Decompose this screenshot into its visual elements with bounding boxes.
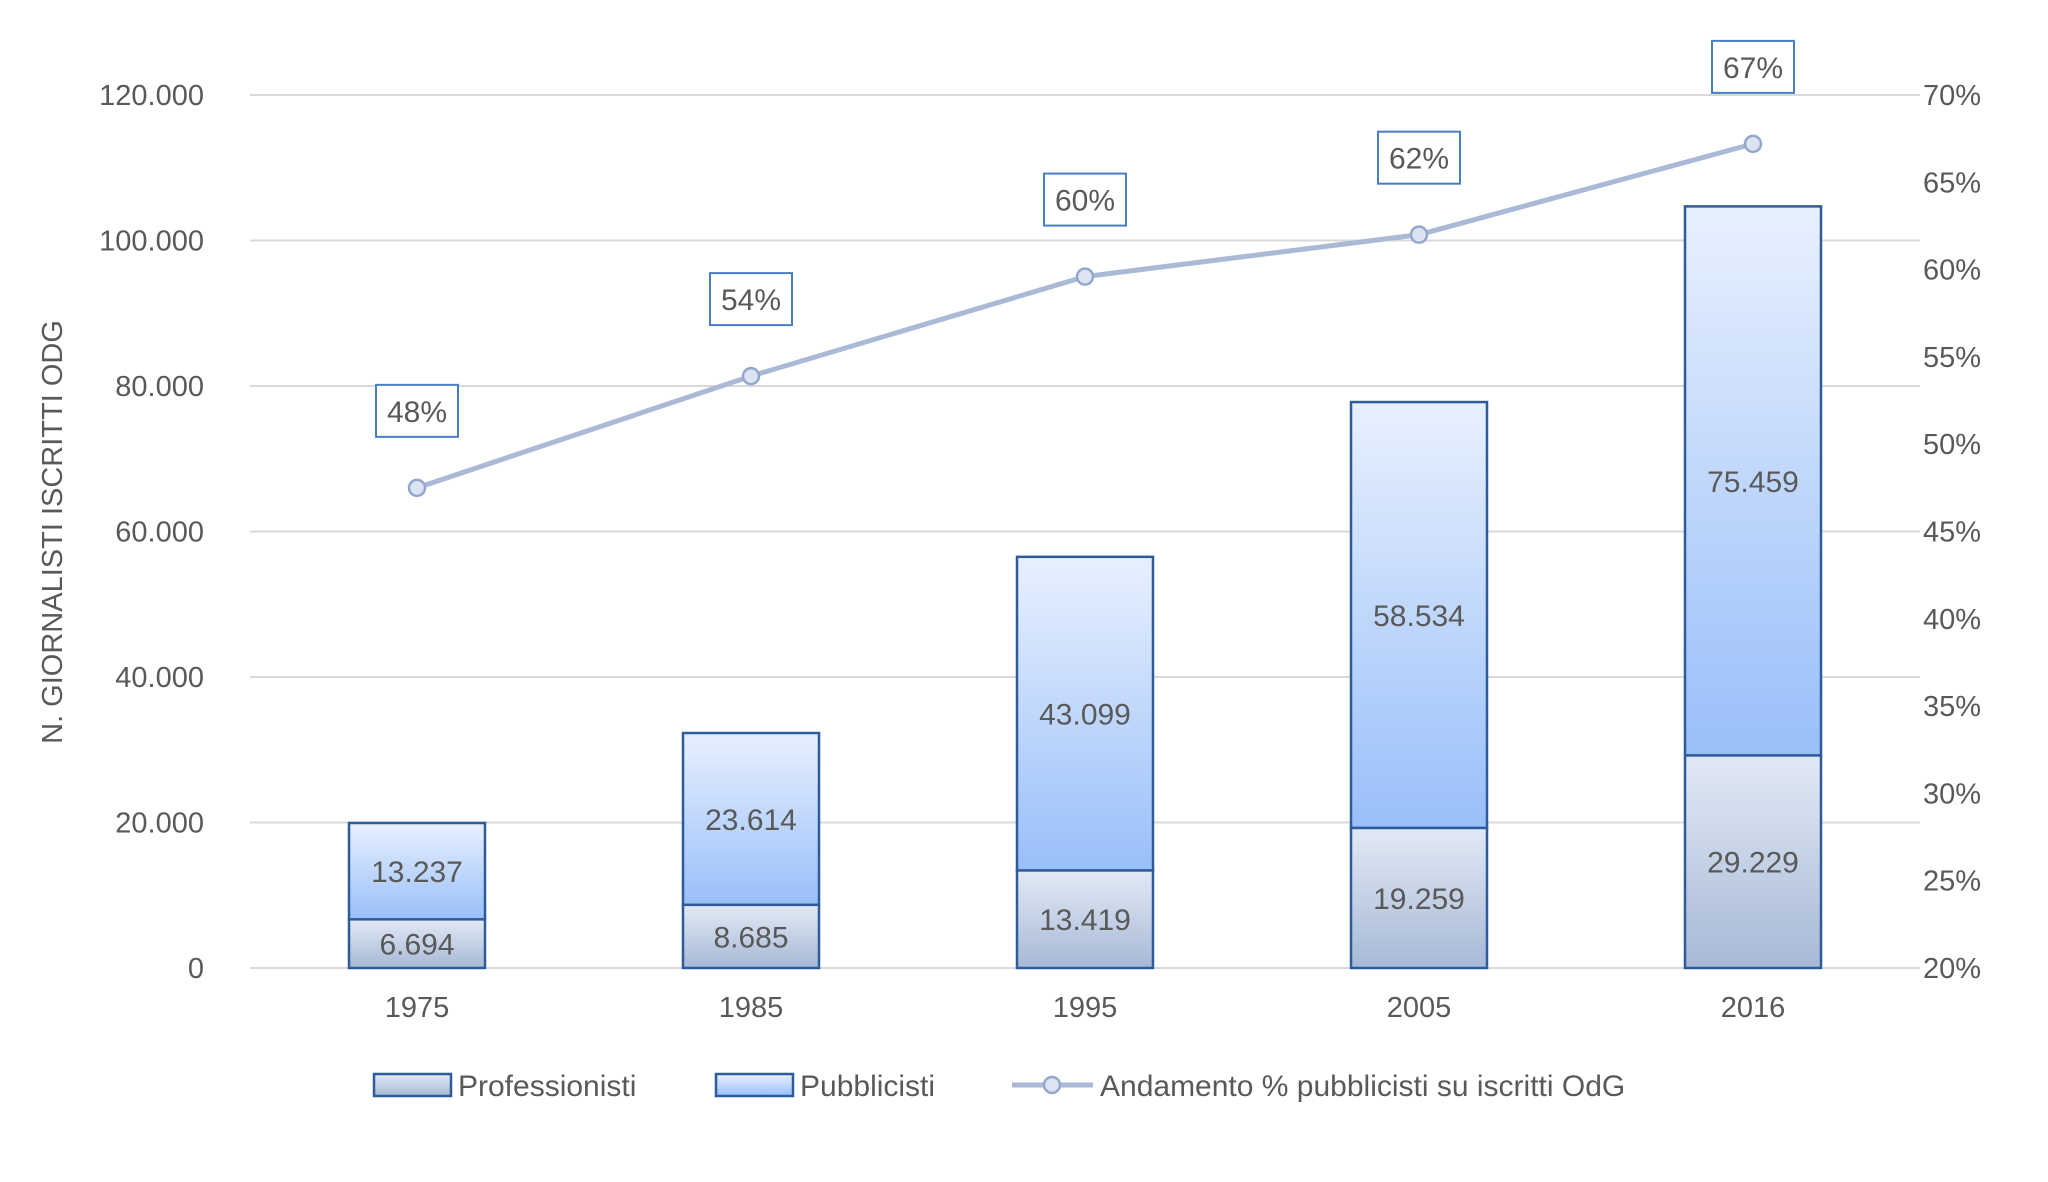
x-tick-label: 1975 bbox=[385, 992, 450, 1024]
legend: Professionisti Pubblicisti Andamento % pub… bbox=[372, 1070, 1625, 1103]
line-data-label: 67% bbox=[1723, 52, 1783, 85]
bar-pubblicisti bbox=[1683, 205, 1823, 757]
x-tick-label: 2005 bbox=[1387, 992, 1452, 1024]
bars: 6.694 13.237 8.685 23.614 13.419 43.099 19.259… bbox=[347, 205, 1823, 970]
y2-tick-label: 50% bbox=[1923, 429, 1981, 461]
y-tick-label: 20.000 bbox=[115, 808, 204, 840]
legend-swatch-professionisti bbox=[372, 1072, 453, 1098]
bar-label-professionisti: 8.685 bbox=[713, 921, 788, 954]
y2-tick-label: 45% bbox=[1923, 517, 1981, 549]
y2-tick-label: 60% bbox=[1923, 255, 1981, 287]
x-tick-label: 2016 bbox=[1721, 992, 1786, 1024]
line-marker bbox=[1409, 225, 1429, 244]
y2-tick-label: 25% bbox=[1923, 866, 1981, 898]
bar-pubblicisti bbox=[681, 731, 821, 907]
bar-label-pubblicisti: 23.614 bbox=[705, 804, 797, 837]
bar-pubblicisti bbox=[1349, 400, 1489, 830]
y2-tick-label: 20% bbox=[1923, 953, 1981, 985]
data-label-box bbox=[375, 383, 459, 438]
legend-swatch-pubblicisti bbox=[714, 1072, 795, 1098]
y-tick-label: 120.000 bbox=[99, 80, 204, 112]
bar-label-pubblicisti: 58.534 bbox=[1373, 600, 1465, 633]
line-data-label: 48% bbox=[387, 396, 447, 429]
line-marker bbox=[407, 478, 427, 498]
legend-label-professionisti: Professionisti bbox=[458, 1070, 636, 1103]
bar-label-professionisti: 13.419 bbox=[1039, 904, 1131, 937]
line-data-label: 54% bbox=[721, 284, 781, 317]
y-axis-left: 0 20.000 40.000 60.000 80.000 100.000 120.000 bbox=[99, 80, 204, 985]
bar-professionisti bbox=[1683, 754, 1823, 970]
y-tick-label: 100.000 bbox=[99, 226, 204, 258]
line-marker bbox=[1743, 134, 1763, 154]
data-label-box bbox=[1377, 130, 1461, 185]
y2-tick-label: 65% bbox=[1923, 167, 1981, 199]
line-marker bbox=[1075, 267, 1095, 286]
bar-professionisti bbox=[681, 903, 821, 970]
bar-pubblicisti bbox=[347, 821, 487, 921]
bar-professionisti bbox=[347, 918, 487, 970]
y-tick-label: 0 bbox=[188, 953, 204, 985]
x-tick-label: 1985 bbox=[719, 992, 784, 1024]
y-axis-right: 20% 25% 30% 35% 40% 45% 50% 55% 60% 65% 70% bbox=[1923, 80, 1981, 985]
legend-label-pubblicisti: Pubblicisti bbox=[800, 1070, 935, 1103]
y2-tick-label: 40% bbox=[1923, 604, 1981, 636]
y2-tick-label: 55% bbox=[1923, 342, 1981, 374]
x-tick-label: 1995 bbox=[1053, 992, 1118, 1024]
y-axis-label: N. GIORNALISTI ISCRITTI ODG bbox=[37, 320, 69, 744]
y2-tick-label: 70% bbox=[1923, 80, 1981, 112]
line-data-label: 62% bbox=[1389, 143, 1449, 176]
line-data-label: 60% bbox=[1055, 185, 1115, 218]
legend-marker bbox=[1042, 1075, 1062, 1095]
percentage-line: 48% 54% 60% 62% 67% bbox=[375, 39, 1795, 498]
bar-pubblicisti bbox=[1015, 555, 1155, 872]
bar-label-professionisti: 19.259 bbox=[1373, 883, 1465, 916]
y-tick-label: 60.000 bbox=[115, 517, 204, 549]
bar-label-professionisti: 29.229 bbox=[1707, 847, 1799, 880]
bar-professionisti bbox=[1349, 826, 1489, 970]
line-marker bbox=[741, 366, 761, 386]
legend-label-percent: Andamento % pubblicisti su iscritti OdG bbox=[1100, 1070, 1625, 1103]
bar-professionisti bbox=[1015, 869, 1155, 970]
data-label-box bbox=[709, 272, 793, 327]
x-axis: 1975 1985 1995 2005 2016 bbox=[385, 992, 1786, 1024]
bar-label-professionisti: 6.694 bbox=[379, 929, 454, 962]
bar-label-pubblicisti: 13.237 bbox=[371, 856, 463, 889]
bar-label-pubblicisti: 43.099 bbox=[1039, 699, 1131, 732]
data-label-box bbox=[1043, 172, 1127, 227]
bar-label-pubblicisti: 75.459 bbox=[1707, 466, 1799, 499]
data-label-box bbox=[1711, 39, 1795, 94]
y-tick-label: 40.000 bbox=[115, 662, 204, 694]
y-tick-label: 80.000 bbox=[115, 371, 204, 403]
y2-tick-label: 30% bbox=[1923, 778, 1981, 810]
y2-tick-label: 35% bbox=[1923, 691, 1981, 723]
